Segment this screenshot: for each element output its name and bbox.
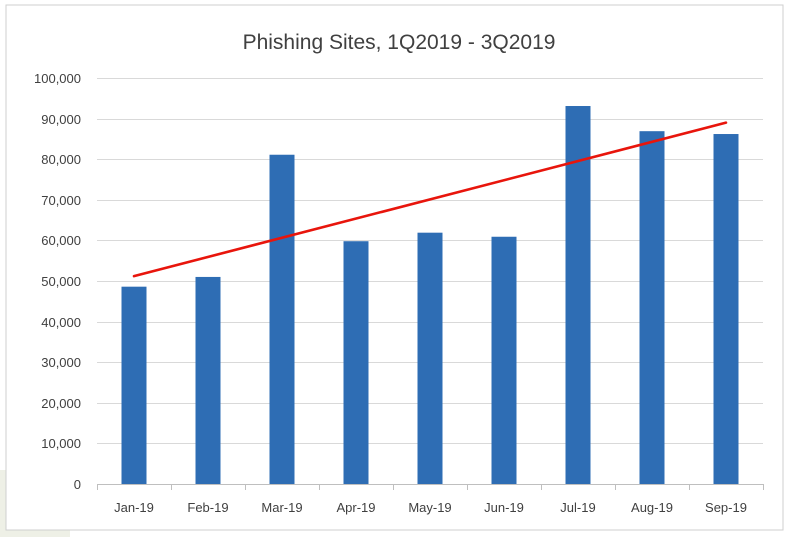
- x-tick-label: Jan-19: [114, 500, 154, 515]
- x-axis: [97, 484, 764, 490]
- bar-mar-19: [269, 154, 295, 484]
- y-tick-label: 50,000: [41, 274, 81, 289]
- x-tick-label: May-19: [408, 500, 451, 515]
- y-tick-label: 80,000: [41, 152, 81, 167]
- x-axis-ticks: Jan-19 Feb-19 Mar-19 Apr-19 May-19 Jun-19 Jul-…: [114, 500, 747, 515]
- bar-sep-19: [713, 134, 739, 484]
- y-tick-label: 70,000: [41, 193, 81, 208]
- bar-jan-19: [121, 286, 147, 484]
- bar-feb-19: [195, 276, 221, 484]
- x-tick-label: Aug-19: [631, 500, 673, 515]
- y-axis-ticks: 0 10,000 20,000 30,000 40,000 50,000 60,000 70,…: [34, 71, 81, 492]
- y-tick-label: 100,000: [34, 71, 81, 86]
- x-tick-label: Mar-19: [261, 500, 302, 515]
- bar-jun-19: [491, 236, 517, 484]
- y-tick-label: 60,000: [41, 233, 81, 248]
- bar-may-19: [417, 232, 443, 484]
- x-tick-label: Jun-19: [484, 500, 524, 515]
- bar-jul-19: [565, 106, 591, 484]
- trendline-line: [132, 121, 728, 278]
- x-tick-label: Feb-19: [187, 500, 228, 515]
- y-tick-label: 10,000: [41, 436, 81, 451]
- chart-title: Phishing Sites, 1Q2019 - 3Q2019: [243, 31, 556, 54]
- x-tick-label: Jul-19: [560, 500, 595, 515]
- x-tick-label: Apr-19: [336, 500, 375, 515]
- bar-aug-19: [639, 131, 665, 484]
- bars: [121, 106, 739, 484]
- bar-apr-19: [343, 241, 369, 484]
- trendline: [132, 121, 728, 278]
- y-tick-label: 30,000: [41, 355, 81, 370]
- y-tick-label: 90,000: [41, 112, 81, 127]
- y-tick-label: 0: [74, 477, 81, 492]
- x-tick-label: Sep-19: [705, 500, 747, 515]
- y-tick-label: 40,000: [41, 315, 81, 330]
- y-tick-label: 20,000: [41, 396, 81, 411]
